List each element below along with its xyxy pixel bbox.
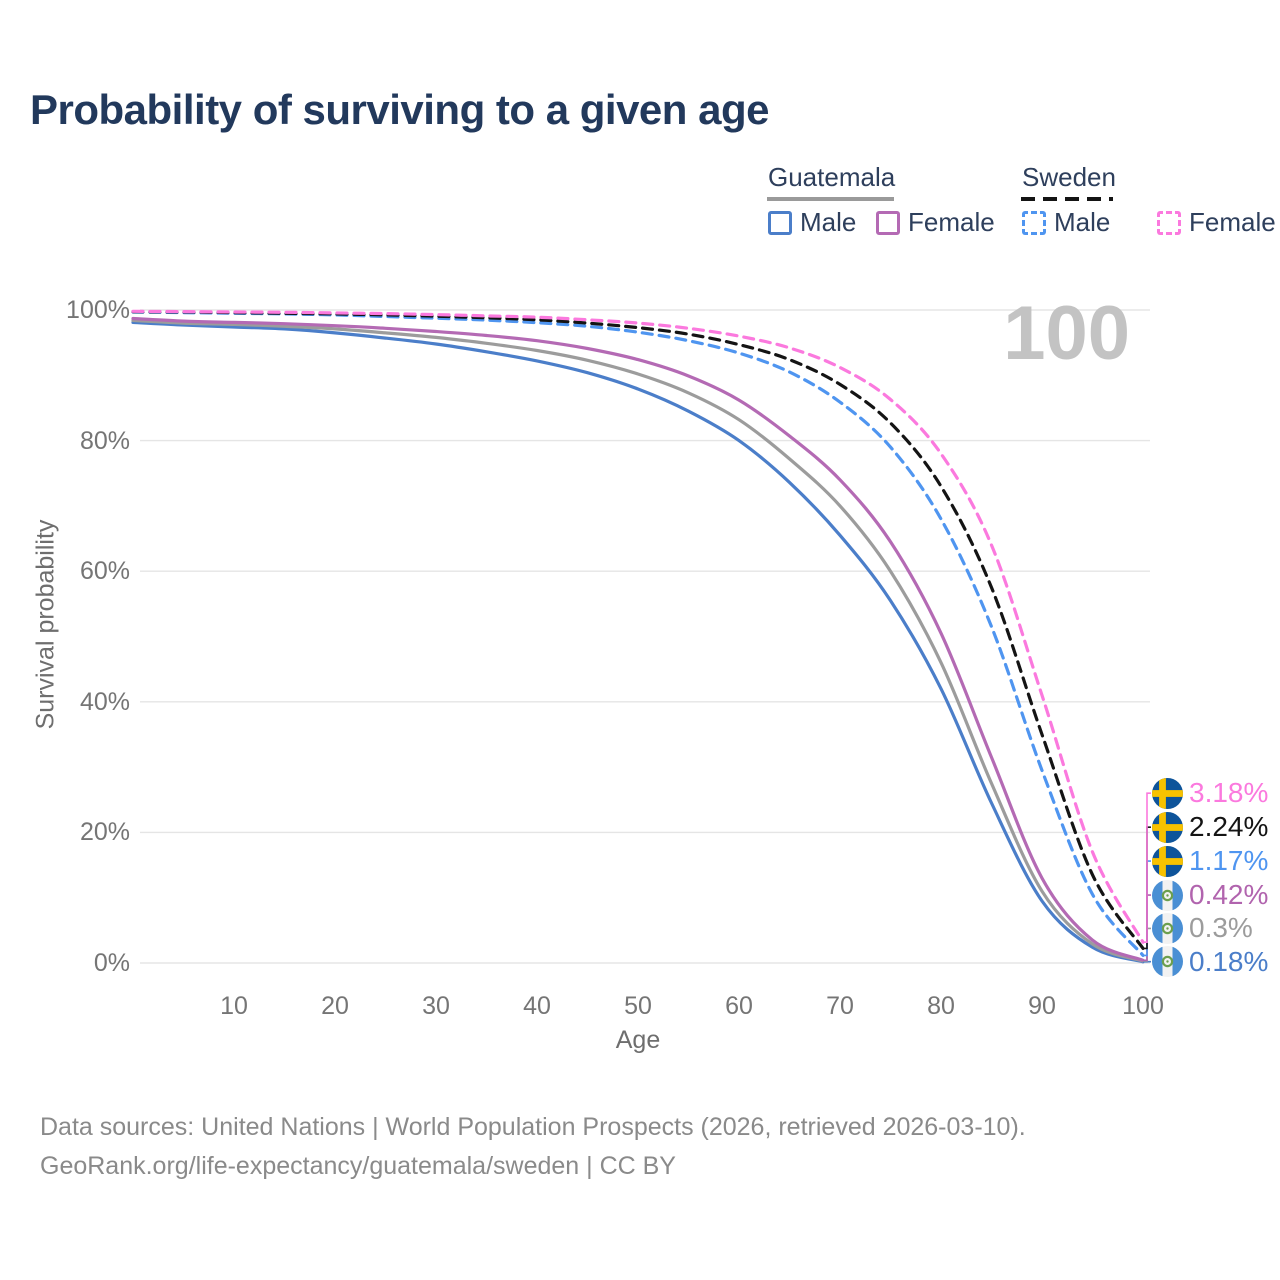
end-value-label: 1.17% <box>1189 845 1269 877</box>
guatemala-flag-icon <box>1152 946 1183 978</box>
y-tick-label: 40% <box>79 687 130 716</box>
x-tick-label: 10 <box>220 992 248 1020</box>
legend-item-guatemala-male[interactable]: Male <box>768 207 856 238</box>
x-tick-label: 40 <box>523 992 551 1020</box>
end-label-sweden-female: 3.18% <box>1152 776 1268 810</box>
leader-line <box>1143 792 1151 943</box>
y-tick-label: 60% <box>79 557 130 586</box>
series-line-guatemala-female[interactable] <box>131 316 1145 962</box>
end-value-label: 0.18% <box>1189 945 1269 977</box>
sweden-flag-icon <box>1152 777 1183 809</box>
end-value-label: 0.3% <box>1189 912 1253 944</box>
x-tick-label: 50 <box>624 992 652 1020</box>
data-sources-footer: Data sources: United Nations | World Pop… <box>40 1108 1026 1186</box>
end-label-sweden-both-sexes-: 2.24% <box>1152 810 1268 844</box>
legend-item-label: Female <box>1189 207 1276 237</box>
y-tick-label: 20% <box>79 818 130 847</box>
legend-item-label: Male <box>1054 207 1111 237</box>
legend-underline-guatemala-solid <box>767 197 894 201</box>
legend-item-guatemala-female[interactable]: Female <box>876 207 995 238</box>
end-label-guatemala-male: 0.18% <box>1152 945 1268 979</box>
y-tick-label: 80% <box>79 426 130 455</box>
legend-item-label: Female <box>908 207 995 237</box>
series-line-guatemala-male[interactable] <box>131 320 1145 964</box>
guatemala-flag-icon <box>1152 912 1183 944</box>
footer-line-1: Data sources: United Nations | World Pop… <box>40 1113 1026 1141</box>
x-tick-label: 60 <box>725 992 753 1020</box>
y-tick-label: 100% <box>66 296 130 324</box>
end-label-guatemala-both-sexes-: 0.3% <box>1152 911 1253 945</box>
footer-line-2: GeoRank.org/life-expectancy/guatemala/sw… <box>40 1151 676 1180</box>
end-value-label: 3.18% <box>1189 777 1269 809</box>
legend-item-sweden-male[interactable]: Male <box>1022 207 1110 238</box>
x-tick-label: 100 <box>1122 992 1164 1020</box>
guatemala-flag-icon <box>1152 879 1183 911</box>
series-line-sweden-both-sexes-[interactable] <box>131 310 1145 950</box>
x-tick-label: 20 <box>321 992 349 1020</box>
legend-swatch-solid-blue <box>768 210 792 235</box>
y-tick-label: 0% <box>93 949 130 977</box>
sweden-flag-icon <box>1152 845 1183 877</box>
legend-country-guatemala: Guatemala <box>768 162 896 192</box>
end-value-label: 0.42% <box>1189 879 1269 911</box>
series-line-sweden-female[interactable] <box>131 309 1145 944</box>
end-value-label: 2.24% <box>1189 811 1269 843</box>
age-watermark: 100 <box>1003 291 1130 376</box>
legend-swatch-dashed-pink <box>1157 210 1181 235</box>
page-title: Probability of surviving to a given age <box>30 86 769 133</box>
end-label-guatemala-female: 0.42% <box>1152 878 1268 912</box>
legend-item-sweden-female[interactable]: Female <box>1157 207 1276 238</box>
series-line-sweden-male[interactable] <box>131 310 1145 957</box>
x-tick-label: 80 <box>927 992 955 1020</box>
legend-swatch-dashed-blue <box>1022 210 1046 235</box>
x-tick-label: 90 <box>1028 992 1056 1020</box>
sweden-flag-icon <box>1152 811 1183 843</box>
legend-country-sweden: Sweden <box>1022 162 1116 192</box>
legend-underline-sweden-dashed <box>1021 197 1113 201</box>
x-tick-label: 70 <box>826 992 854 1020</box>
x-tick-label: 30 <box>422 992 450 1020</box>
legend-swatch-solid-purple <box>876 210 900 235</box>
series-line-guatemala-both-sexes-[interactable] <box>131 318 1145 963</box>
legend-item-label: Male <box>800 207 857 237</box>
x-axis-title: Age <box>615 1026 661 1054</box>
end-label-sweden-male: 1.17% <box>1152 844 1268 878</box>
